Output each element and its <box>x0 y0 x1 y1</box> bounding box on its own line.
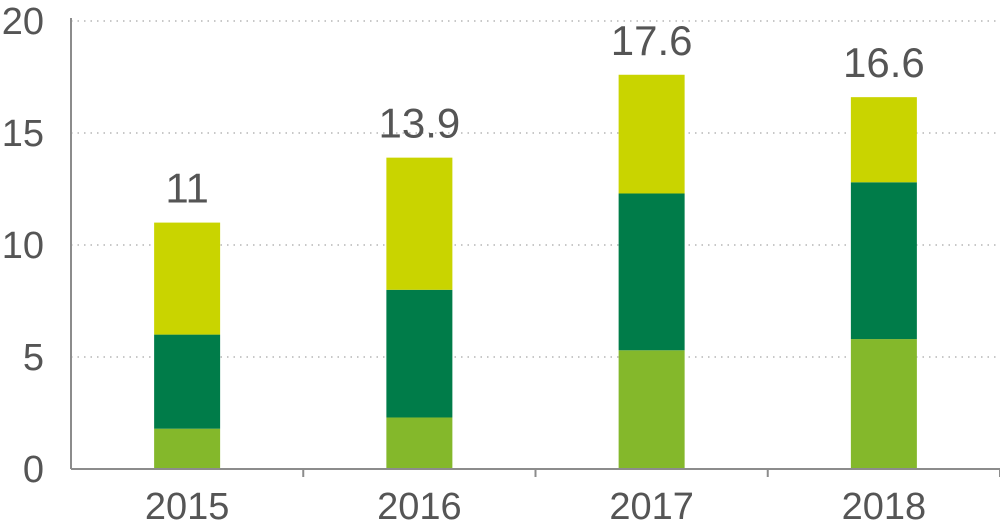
x-tick-label: 2018 <box>842 486 927 528</box>
x-tick-label: 2016 <box>377 486 462 528</box>
axes <box>70 18 1000 477</box>
bar-segment <box>850 339 917 469</box>
bar-segment <box>618 350 685 469</box>
bar-segment <box>850 182 917 340</box>
bar-segment <box>386 417 453 469</box>
bar-segment <box>154 428 221 469</box>
bar-segment <box>386 289 453 418</box>
y-tick-label: 10 <box>2 225 44 267</box>
bar-segment <box>618 74 685 194</box>
bar-total-label: 11 <box>165 165 209 212</box>
y-tick-label: 20 <box>2 1 44 43</box>
bar-segment <box>154 334 221 429</box>
gridlines <box>71 20 1000 358</box>
bar-segment <box>850 97 917 183</box>
x-tick-label: 2015 <box>145 486 230 528</box>
x-tick-label: 2017 <box>609 486 694 528</box>
bar-total-label: 13.9 <box>379 100 461 147</box>
bar-total-label: 17.6 <box>611 17 693 64</box>
bar-segment <box>618 193 685 351</box>
labels: 0 5 10 15 20 11 2015 13.9 2016 17.6 2017 16.6 2018 <box>2 1 926 528</box>
bar-total-label: 16.6 <box>843 39 925 86</box>
y-tick-label: 0 <box>23 449 44 491</box>
bars <box>154 74 917 469</box>
y-tick-label: 5 <box>23 337 44 379</box>
y-tick-label: 15 <box>2 113 44 155</box>
bar-segment <box>154 222 221 335</box>
bar-segment <box>386 157 453 290</box>
